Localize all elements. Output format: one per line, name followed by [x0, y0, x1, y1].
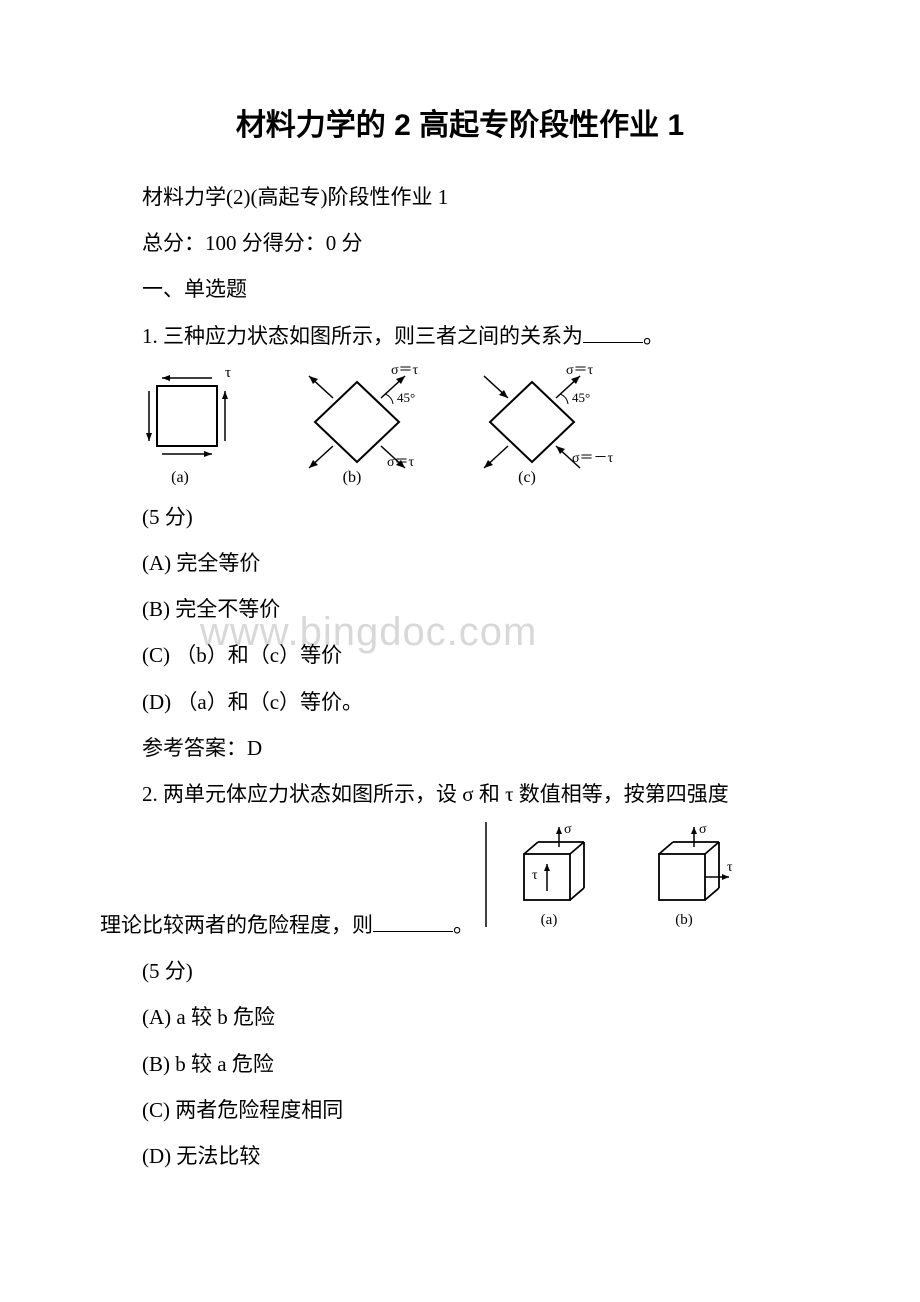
svg-text:45°: 45° — [572, 390, 590, 405]
q1-stem: 1. 三种应力状态如图所示，则三者之间的关系为 。 — [100, 313, 820, 359]
svg-text:(b): (b) — [675, 912, 693, 928]
svg-text:(b): (b) — [343, 469, 362, 486]
q2-option-d: (D) 无法比较 — [142, 1133, 820, 1179]
q1-figure: τ (a) σ＝τ 45° σ＝τ — [132, 364, 820, 489]
q2-stem-row: 理论比较两者的危险程度，则 。 σ — [100, 817, 820, 948]
svg-text:σ＝－τ: σ＝－τ — [572, 451, 614, 466]
section-heading: 一、单选题 — [100, 266, 820, 312]
svg-text:τ: τ — [225, 365, 231, 381]
q2-option-c: (C) 两者危险程度相同 — [142, 1087, 820, 1133]
q1-fig-b: σ＝τ 45° σ＝τ (b) — [309, 364, 419, 486]
q2-figure: σ τ (a) σ — [484, 817, 764, 948]
svg-text:45°: 45° — [397, 390, 415, 405]
svg-text:σ＝τ: σ＝τ — [566, 364, 594, 378]
q1-option-c: (C) （b）和（c）等价 — [142, 632, 820, 678]
q1-option-b: (B) 完全不等价 — [142, 586, 820, 632]
score-line: 总分：100 分得分：0 分 — [100, 220, 820, 266]
q1-points: (5 分) — [142, 494, 820, 540]
svg-text:τ: τ — [532, 868, 538, 883]
svg-text:(a): (a) — [541, 912, 558, 928]
page-title: 材料力学的 2 高起专阶段性作业 1 — [100, 100, 820, 144]
q1-answer: 参考答案：D — [142, 725, 820, 771]
q1-option-a: (A) 完全等价 — [142, 540, 820, 586]
q1-option-d: (D) （a）和（c）等价。 — [142, 679, 820, 725]
svg-text:σ: σ — [699, 822, 707, 837]
q2-points: (5 分) — [142, 948, 820, 994]
q2-stem-suffix: 。 — [453, 913, 474, 937]
q1-fig-c: σ＝τ 45° σ＝－τ (c) — [484, 364, 614, 486]
q1-stem-suffix: 。 — [643, 324, 664, 348]
q2-stem-part2: 理论比较两者的危险程度，则 — [100, 913, 373, 937]
q1-fig-a: τ (a) — [146, 365, 231, 486]
svg-text:σ＝τ: σ＝τ — [387, 455, 415, 470]
q2-stem-part1: 2. 两单元体应力状态如图所示，设 σ 和 τ 数值相等，按第四强度 — [100, 771, 820, 817]
q2-option-a: (A) a 较 b 危险 — [142, 994, 820, 1040]
q1-stem-text: 1. 三种应力状态如图所示，则三者之间的关系为 — [142, 324, 583, 348]
svg-text:σ＝τ: σ＝τ — [391, 364, 419, 378]
subtitle: 材料力学(2)(高起专)阶段性作业 1 — [100, 174, 820, 220]
svg-text:(c): (c) — [518, 469, 536, 486]
svg-text:σ: σ — [564, 822, 572, 837]
svg-text:(a): (a) — [171, 469, 189, 486]
svg-text:τ: τ — [727, 860, 733, 875]
q2-option-b: (B) b 较 a 危险 — [142, 1041, 820, 1087]
